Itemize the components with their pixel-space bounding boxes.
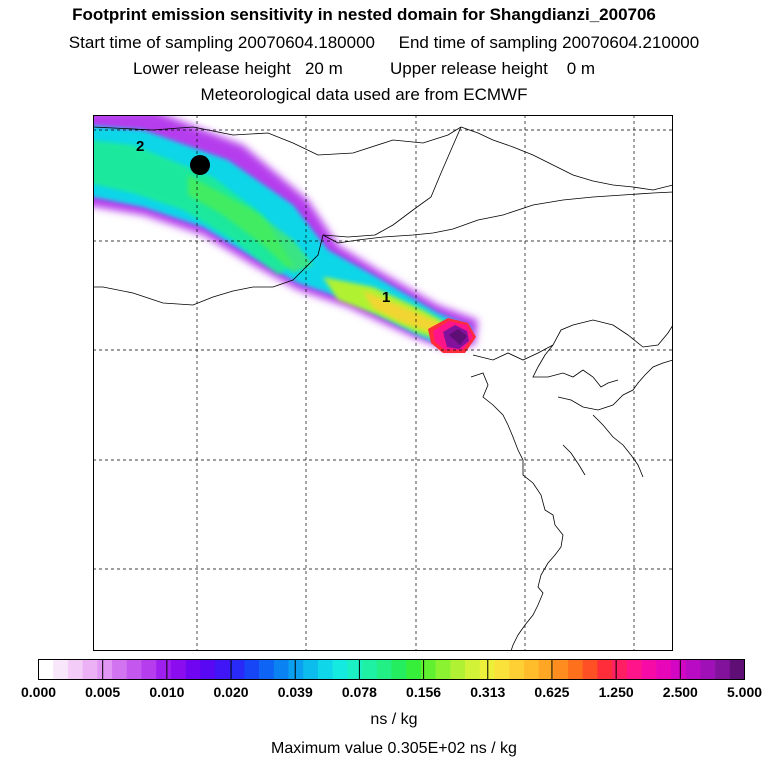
- colorbar-cell: [406, 659, 422, 680]
- colorbar-tick-label: 0.078: [341, 684, 377, 700]
- colorbar-tick-label: 1.250: [598, 684, 634, 700]
- colorbar-cell: [229, 659, 245, 680]
- upper-release-label: Upper release height 0 m: [389, 59, 596, 78]
- end-time-label: End time of sampling 20070604.210000: [398, 33, 700, 52]
- footprint-map: 2 1: [93, 115, 673, 651]
- colorbar-cell: [538, 659, 554, 680]
- colorbar-cell: [185, 659, 201, 680]
- colorbar-cell: [53, 659, 69, 680]
- colorbar-cell: [288, 659, 304, 680]
- colorbar-cell: [670, 659, 686, 680]
- colorbar-cell: [612, 659, 628, 680]
- colorbar-cell: [126, 659, 142, 680]
- colorbar-cell: [553, 659, 569, 680]
- colorbar-cell: [641, 659, 657, 680]
- colorbar-cell: [170, 659, 186, 680]
- colorbar-cell: [38, 659, 54, 680]
- met-data-note: Meteorological data used are from ECMWF: [200, 85, 528, 104]
- colorbar-cell: [317, 659, 333, 680]
- colorbar-tick-label: 0.039: [277, 684, 313, 700]
- plume-marker-1: 1: [382, 289, 390, 306]
- colorbar-cell: [215, 659, 231, 680]
- plot-title: Footprint emission sensitivity in nested…: [72, 5, 656, 24]
- colorbar-cell: [626, 659, 642, 680]
- sampling-times: Start time of sampling 20070604.180000 E…: [0, 33, 768, 53]
- colorbar-cell: [303, 659, 319, 680]
- colorbar-cell: [376, 659, 392, 680]
- colorbar-cell: [700, 659, 716, 680]
- colorbar-cell: [568, 659, 584, 680]
- colorbar-cell: [391, 659, 407, 680]
- colorbar-unit: ns / kg: [370, 711, 418, 728]
- colorbar-cell: [141, 659, 157, 680]
- colorbar-cell: [259, 659, 275, 680]
- maximum-value-label: Maximum value 0.305E+02 ns / kg: [271, 740, 517, 757]
- colorbar-cell: [450, 659, 466, 680]
- start-time-label: Start time of sampling 20070604.180000: [68, 33, 376, 52]
- colorbar-tick-label: 0.010: [149, 684, 185, 700]
- colorbar-cell: [465, 659, 481, 680]
- colorbar-tick-label: 0.625: [534, 684, 570, 700]
- colorbar-cell: [582, 659, 598, 680]
- colorbar-cell: [332, 659, 348, 680]
- colorbar-cell: [523, 659, 539, 680]
- colorbar-tick-label: 0.000: [20, 684, 57, 700]
- colorbar: [38, 659, 745, 680]
- colorbar-cell: [435, 659, 451, 680]
- colorbar-tick-label: 5.000: [726, 684, 763, 700]
- colorbar-cell: [597, 659, 613, 680]
- release-heights: Lower release height 20 m Upper release …: [0, 59, 748, 79]
- colorbar-cell: [509, 659, 525, 680]
- colorbar-cell: [479, 659, 495, 680]
- colorbar-tick-label: 2.500: [662, 684, 698, 700]
- colorbar-cell: [82, 659, 98, 680]
- colorbar-tick-label: 0.156: [406, 684, 442, 700]
- plume-marker-2: 2: [136, 138, 144, 155]
- colorbar-cell: [67, 659, 83, 680]
- map-frame: [93, 115, 673, 651]
- colorbar-cells: [38, 659, 745, 680]
- colorbar-cell: [362, 659, 378, 680]
- colorbar-cell: [156, 659, 172, 680]
- coastlines-borders: [93, 126, 673, 651]
- colorbar-cell: [200, 659, 216, 680]
- colorbar-cell: [656, 659, 672, 680]
- colorbar-cell: [420, 659, 436, 680]
- colorbar-cell: [112, 659, 128, 680]
- colorbar-cell: [685, 659, 701, 680]
- lower-release-label: Lower release height 20 m: [132, 59, 343, 78]
- lat-lon-grid: [93, 115, 673, 651]
- colorbar-cell: [715, 659, 731, 680]
- colorbar-cell: [729, 659, 745, 680]
- colorbar-cell: [494, 659, 510, 680]
- colorbar-tick-label: 0.005: [85, 684, 121, 700]
- colorbar-frame: [38, 659, 745, 680]
- colorbar-tick-label: 0.020: [213, 684, 249, 700]
- colorbar-tick-label: 0.313: [470, 684, 506, 700]
- colorbar-cell: [244, 659, 260, 680]
- colorbar-cell: [347, 659, 363, 680]
- colorbar-cell: [97, 659, 113, 680]
- release-point-marker: [190, 155, 210, 175]
- footprint-plume: [93, 115, 478, 353]
- colorbar-cell: [273, 659, 289, 680]
